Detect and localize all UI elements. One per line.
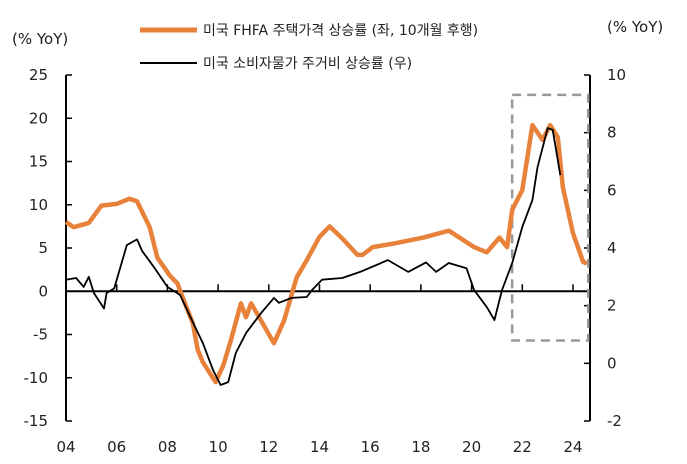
left-tick-label: 25 [29,66,48,84]
x-tick-label: 22 [513,438,532,456]
series-line-shelter [65,127,562,386]
x-tick-label: 10 [209,438,228,456]
x-tick-label: 14 [310,438,329,456]
right-tick-label: 0 [607,354,617,372]
x-tick-label: 18 [411,438,430,456]
series-line-fhfa [64,122,588,385]
left-tick-label: -5 [33,326,48,344]
x-tick-label: 08 [158,438,177,456]
right-tick-label: 6 [607,181,617,199]
left-tick-label: 0 [38,282,48,300]
x-tick-label: 20 [462,438,481,456]
left-axis-unit: (% YoY) [12,30,68,48]
left-tick-label: 5 [38,239,48,257]
left-tick-label: 20 [29,109,48,127]
x-tick-label: 06 [107,438,126,456]
right-tick-label: 2 [607,297,617,315]
right-tick-label: 10 [607,66,626,84]
x-tick-label: 04 [56,438,75,456]
right-axis-unit: (% YoY) [607,18,663,36]
left-tick-label: -15 [24,412,49,430]
highlight-box [510,93,590,342]
right-tick-label: 8 [607,124,617,142]
legend: 미국 FHFA 주택가격 상승률 (좌, 10개월 후행) 미국 소비자물가 주… [140,23,478,72]
x-tick-label: 24 [563,438,582,456]
legend-label-fhfa: 미국 FHFA 주택가격 상승률 (좌, 10개월 후행) [203,23,478,39]
left-tick-label: -10 [24,369,49,387]
left-tick-label: 15 [29,153,48,171]
right-tick-label: 4 [607,239,617,257]
legend-label-shelter: 미국 소비자물가 주거비 상승률 (우) [203,56,412,72]
left-tick-label: 10 [29,196,48,214]
x-tick-label: 12 [259,438,278,456]
right-tick-label: -2 [607,412,622,430]
x-tick-label: 16 [361,438,380,456]
